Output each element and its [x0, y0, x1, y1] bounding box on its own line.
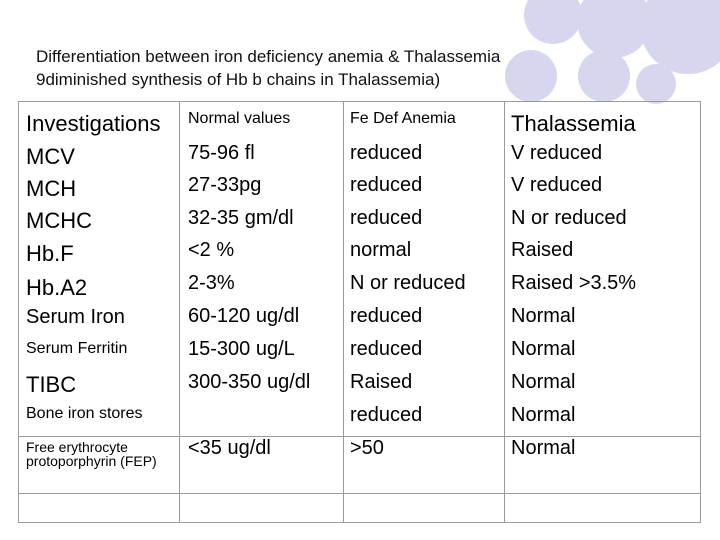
row-fep-fe-def: >50 [350, 437, 384, 459]
row-mcv-investigation: MCV [26, 144, 75, 169]
row-fep-investigation: Free erythrocyte protoporphyrin (FEP) [26, 439, 157, 469]
row-hba2-normal: 2-3% [188, 272, 235, 294]
row-serum-ferritin-investigation: Serum Ferritin [26, 340, 128, 357]
column-divider [504, 102, 505, 522]
row-mch-fe-def: reduced [350, 174, 423, 196]
row-tibc-normal: 300-350 ug/dl [188, 371, 311, 393]
row-mcv-fe-def: reduced [350, 142, 423, 164]
row-fep-normal: <35 ug/dl [188, 437, 271, 459]
row-mch-normal: 27-33pg [188, 174, 262, 196]
row-mchc-normal: 32-35 gm/dl [188, 207, 294, 229]
row-hba2-thal: Raised >3.5% [511, 272, 637, 294]
header-investigations: Investigations [26, 111, 161, 136]
row-mch-thal: V reduced [511, 174, 603, 196]
comparison-table: Investigations Normal values Fe Def Anem… [18, 101, 701, 523]
row-mch-investigation: MCH [26, 176, 77, 201]
decor-circle-4 [505, 50, 557, 102]
row-bone-iron-fe-def: reduced [350, 404, 423, 426]
row-hbf-normal: <2 % [188, 239, 235, 261]
row-hba2-fe-def: N or reduced [350, 272, 466, 294]
title-line-1: Differentiation between iron deficiency … [36, 47, 501, 66]
row-hbf-investigation: Hb.F [26, 241, 74, 266]
row-mchc-thal: N or reduced [511, 207, 627, 229]
row-mchc-fe-def: reduced [350, 207, 423, 229]
decor-circle-2 [577, 0, 651, 58]
row-hbf-fe-def: normal [350, 239, 412, 261]
row-serum-ferritin-normal: 15-300 ug/L [188, 338, 295, 360]
row-divider [19, 436, 700, 437]
row-tibc-thal: Normal [511, 371, 576, 393]
header-thalassemia: Thalassemia [511, 111, 636, 136]
row-bone-iron-investigation: Bone iron stores [26, 405, 143, 422]
decor-circle-6 [636, 64, 676, 104]
row-hba2-investigation: Hb.A2 [26, 275, 88, 300]
slide-title: Differentiation between iron deficiency … [36, 45, 696, 91]
row-serum-iron-investigation: Serum Iron [26, 306, 125, 328]
row-mcv-normal: 75-96 fl [188, 142, 255, 164]
row-fep-thal: Normal [511, 437, 576, 459]
row-mchc-investigation: MCHC [26, 208, 92, 233]
row-serum-iron-fe-def: reduced [350, 305, 423, 327]
row-bone-iron-thal: Normal [511, 404, 576, 426]
row-hbf-thal: Raised [511, 239, 574, 261]
column-divider [179, 102, 180, 522]
column-divider [343, 102, 344, 522]
row-divider [19, 493, 700, 494]
row-serum-iron-thal: Normal [511, 305, 576, 327]
header-normal-values: Normal values [188, 110, 291, 127]
row-serum-iron-normal: 60-120 ug/dl [188, 305, 300, 327]
decor-circle-1 [524, 0, 582, 44]
decor-circle-5 [578, 50, 630, 102]
header-fe-def-anemia: Fe Def Anemia [350, 110, 456, 127]
title-line-2: 9diminished synthesis of Hb b chains in … [36, 70, 441, 89]
row-serum-ferritin-thal: Normal [511, 338, 576, 360]
row-serum-ferritin-fe-def: reduced [350, 338, 423, 360]
row-tibc-fe-def: Raised [350, 371, 413, 393]
row-mcv-thal: V reduced [511, 142, 603, 164]
row-tibc-investigation: TIBC [26, 372, 77, 397]
